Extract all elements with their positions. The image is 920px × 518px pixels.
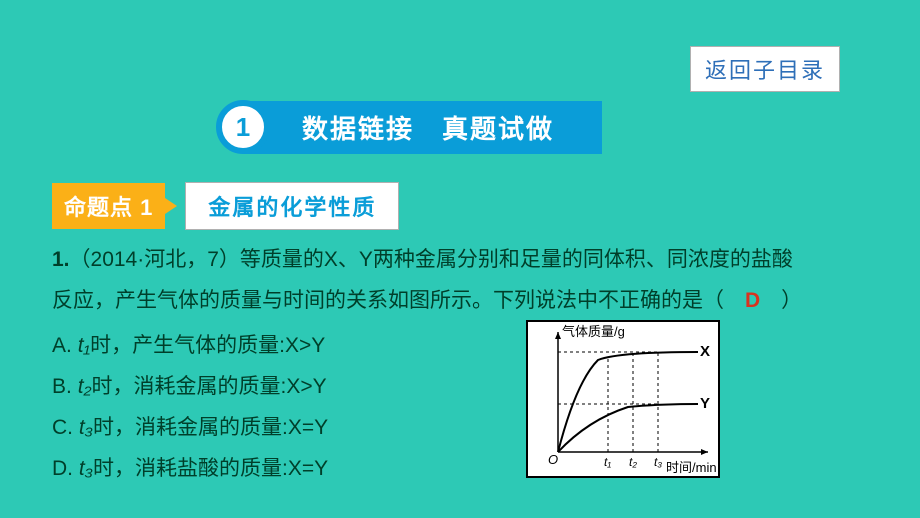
tick-t2: t₂ (629, 455, 637, 469)
question-source: （2014·河北，7） (70, 248, 240, 271)
option-d: D. t₃时，消耗盐酸的质量:X=Y (52, 449, 868, 490)
stem-line2-row: 反应，产生气体的质量与时间的关系如图所示。下列说法中不正确的是（ D ） (52, 281, 868, 322)
section-number-circle: 1 (216, 100, 270, 154)
section-number: 1 (236, 112, 250, 143)
tick-t3: t₃ (654, 455, 662, 469)
topic-name: 金属的化学性质 (185, 182, 399, 230)
return-label: 返回子目录 (705, 58, 825, 83)
answer-letter: D (745, 289, 760, 312)
origin-label: O (548, 452, 558, 467)
y-axis-label: 气体质量/g (562, 324, 625, 339)
curve-x-label: X (700, 343, 710, 360)
options-block: A. t₁时，产生气体的质量:X>Y B. t₂时，消耗金属的质量:X>Y C.… (52, 326, 868, 490)
chart-svg: 气体质量/g 时间/min O t₁ t₂ t₃ X Y (528, 322, 718, 476)
tick-t1: t₁ (604, 455, 611, 469)
option-b: B. t₂时，消耗金属的质量:X>Y (52, 367, 868, 408)
gas-mass-time-chart: 气体质量/g 时间/min O t₁ t₂ t₃ X Y (526, 320, 720, 478)
question-stem: 1.（2014·河北，7）等质量的X、Y两种金属分别和足量的同体积、同浓度的盐酸 (52, 240, 868, 281)
question-content: 1.（2014·河北，7）等质量的X、Y两种金属分别和足量的同体积、同浓度的盐酸… (52, 240, 868, 490)
section-title: 数据链接 真题试做 (242, 101, 602, 154)
stem-line1: 等质量的X、Y两种金属分别和足量的同体积、同浓度的盐酸 (240, 248, 793, 271)
topic-tag: 命题点 1 (52, 183, 165, 229)
section-title-bar: 1 数据链接 真题试做 (216, 100, 602, 154)
topic-row: 命题点 1 金属的化学性质 (52, 182, 399, 230)
topic-arrow-icon (165, 198, 177, 214)
x-axis-label: 时间/min (666, 460, 717, 475)
stem-line2: 反应，产生气体的质量与时间的关系如图所示。下列说法中不正确的是（ (52, 289, 745, 312)
option-a: A. t₁时，产生气体的质量:X>Y (52, 326, 868, 367)
curve-y-label: Y (700, 395, 710, 412)
stem-close: ） (760, 289, 802, 312)
option-c: C. t₃时，消耗金属的质量:X=Y (52, 408, 868, 449)
return-sub-toc-button[interactable]: 返回子目录 (690, 46, 840, 92)
question-number: 1. (52, 248, 70, 271)
